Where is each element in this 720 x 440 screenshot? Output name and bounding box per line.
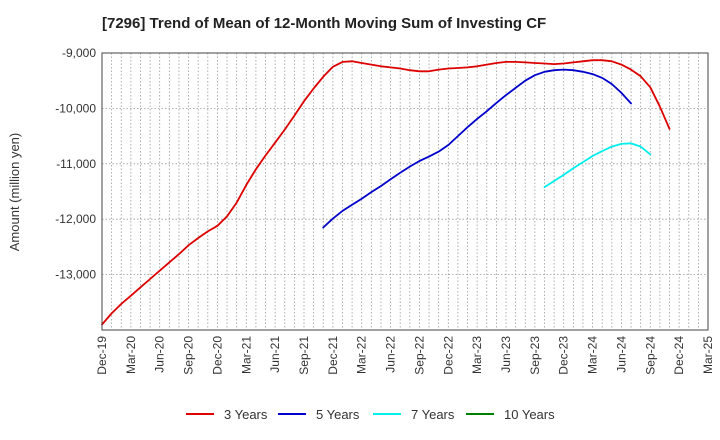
legend-label: 10 Years — [504, 407, 555, 422]
y-tick-label: -11,000 — [56, 157, 96, 171]
y-tick-label: -9,000 — [62, 46, 96, 60]
x-tick-label: Jun-23 — [499, 336, 513, 373]
vertical-gridlines — [111, 53, 699, 330]
x-tick-label: Jun-20 — [153, 336, 167, 373]
x-tick-label: Mar-22 — [355, 336, 369, 374]
x-tick-label: Jun-21 — [268, 336, 282, 373]
legend-label: 7 Years — [411, 407, 455, 422]
x-tick-label: Mar-25 — [701, 336, 715, 374]
x-tick-label: Sep-21 — [297, 336, 311, 375]
x-axis-ticks: Dec-19 Mar-20 Jun-20 Sep-20 Dec-20 Mar-21 Jun-… — [95, 336, 715, 375]
x-tick-label: Sep-22 — [412, 336, 426, 375]
plot-area — [102, 53, 708, 330]
chart-title: [7296] Trend of Mean of 12-Month Moving … — [102, 15, 546, 32]
series-layer — [101, 59, 671, 326]
y-tick-label: -12,000 — [55, 212, 96, 226]
y-tick-label: -10,000 — [55, 101, 96, 115]
y-tick-label: -13,000 — [55, 268, 96, 282]
x-tick-label: Jun-22 — [384, 336, 398, 373]
plot-frame — [101, 52, 709, 331]
x-tick-label: Sep-23 — [528, 336, 542, 375]
legend: 3 Years 5 Years 7 Years 10 Years — [186, 407, 555, 422]
x-tick-label: Mar-20 — [124, 336, 138, 374]
x-tick-label: Dec-24 — [672, 336, 686, 375]
x-tick-label: Mar-23 — [470, 336, 484, 374]
x-tick-label: Dec-23 — [557, 336, 571, 375]
x-tick-label: Mar-21 — [239, 336, 253, 374]
x-tick-label: Jun-24 — [614, 336, 628, 373]
x-tick-label: Mar-24 — [586, 336, 600, 374]
legend-label: 5 Years — [316, 407, 360, 422]
plot-border — [101, 52, 709, 331]
y-axis-label: Amount (million yen) — [7, 133, 22, 252]
x-tick-label: Sep-24 — [643, 336, 657, 375]
series-line-1 — [101, 59, 671, 326]
x-tick-label: Dec-19 — [95, 336, 109, 375]
y-axis-ticks: -9,000 -10,000 -11,000 -12,000 -13,000 — [55, 46, 96, 282]
x-tick-label: Dec-22 — [441, 336, 455, 375]
series-line-3 — [543, 142, 652, 188]
legend-label: 3 Years — [224, 407, 268, 422]
x-tick-label: Sep-20 — [182, 336, 196, 375]
x-tick-label: Dec-21 — [326, 336, 340, 375]
series-line-2 — [322, 68, 632, 229]
x-tick-label: Dec-20 — [210, 336, 224, 375]
plot-area-fill — [102, 53, 708, 330]
